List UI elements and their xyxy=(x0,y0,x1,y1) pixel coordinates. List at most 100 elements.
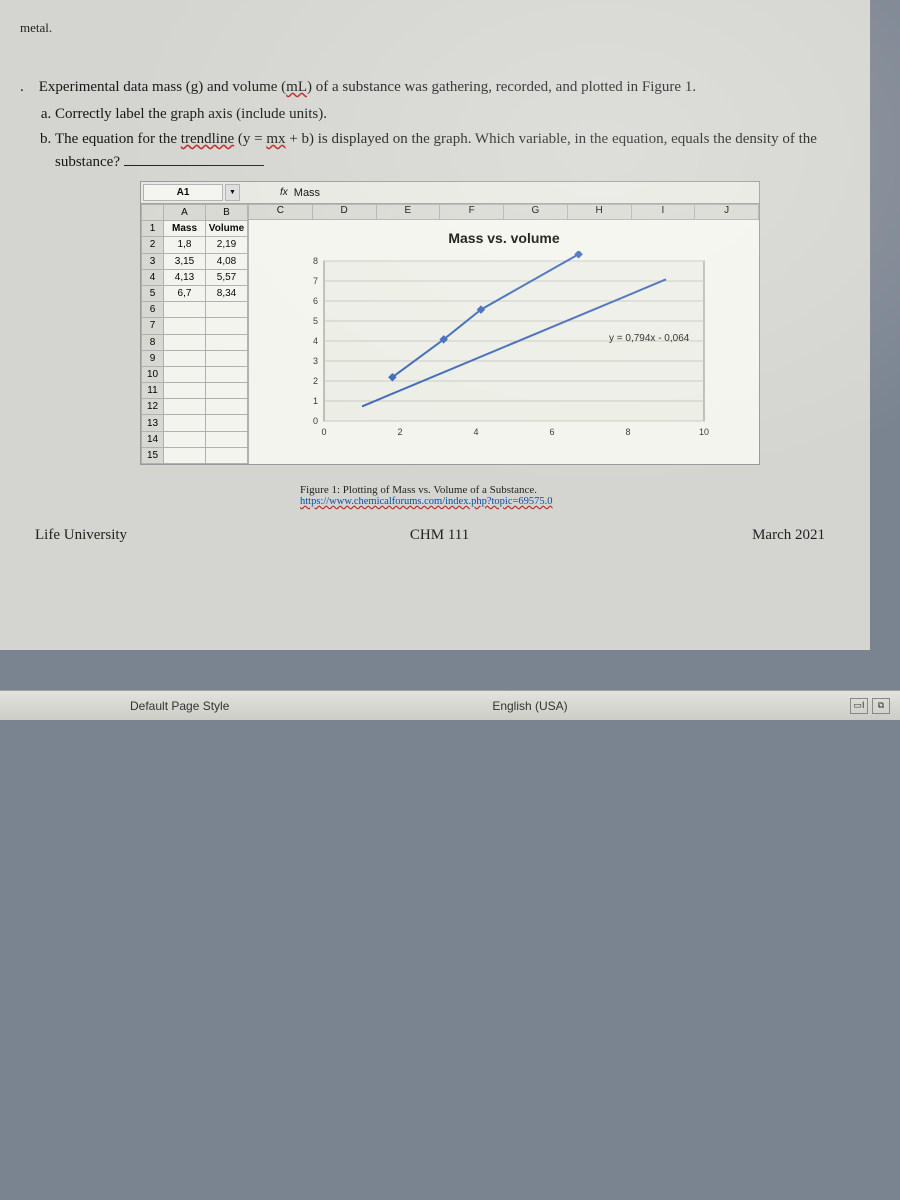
cell[interactable]: 4,13 xyxy=(164,269,206,285)
cell[interactable] xyxy=(206,399,248,415)
status-language[interactable]: English (USA) xyxy=(270,699,790,713)
question-prefix: . xyxy=(20,79,24,95)
spreadsheet-embed: A1 ▼ fx Mass A B 1 Mass Volume 2 xyxy=(140,181,760,465)
mx-token: mx xyxy=(266,131,285,147)
footer-left: Life University xyxy=(35,527,127,544)
col-header-a[interactable]: A xyxy=(164,205,206,221)
source-link[interactable]: https://www.chemicalforums.com/index.php… xyxy=(250,496,840,507)
cell[interactable]: Mass xyxy=(164,221,206,237)
cell[interactable]: 2,19 xyxy=(206,237,248,253)
svg-text:4: 4 xyxy=(313,336,318,346)
row-hdr[interactable]: 8 xyxy=(142,334,164,350)
svg-text:8: 8 xyxy=(625,427,630,437)
svg-text:0: 0 xyxy=(313,416,318,426)
col-header[interactable]: H xyxy=(568,204,632,220)
data-table[interactable]: A B 1 Mass Volume 2 1,8 2,19 3 3,15 4,08… xyxy=(141,204,248,464)
row-hdr[interactable]: 15 xyxy=(142,447,164,463)
row-hdr[interactable]: 9 xyxy=(142,350,164,366)
row-hdr[interactable]: 2 xyxy=(142,237,164,253)
ml-token: mL xyxy=(286,79,307,95)
svg-text:2: 2 xyxy=(397,427,402,437)
col-header[interactable]: G xyxy=(504,204,568,220)
row-hdr[interactable]: 1 xyxy=(142,221,164,237)
chart-title: Mass vs. volume xyxy=(249,230,759,246)
cell[interactable] xyxy=(206,431,248,447)
cell-reference-box[interactable]: A1 xyxy=(143,184,223,201)
sub-item-b: The equation for the trendline (y = mx +… xyxy=(55,128,840,173)
col-header[interactable]: C xyxy=(249,204,313,220)
cell[interactable] xyxy=(164,318,206,334)
row-hdr[interactable]: 7 xyxy=(142,318,164,334)
row-hdr[interactable]: 5 xyxy=(142,285,164,301)
cell[interactable] xyxy=(164,447,206,463)
row-hdr[interactable]: 6 xyxy=(142,302,164,318)
question-text-1: Experimental data mass (g) and volume ( xyxy=(39,79,286,95)
col-header-b[interactable]: B xyxy=(206,205,248,221)
answer-blank xyxy=(124,156,264,166)
svg-text:8: 8 xyxy=(313,256,318,266)
cell[interactable] xyxy=(164,383,206,399)
svg-text:2: 2 xyxy=(313,376,318,386)
cell[interactable] xyxy=(206,350,248,366)
footer-right: March 2021 xyxy=(752,527,825,544)
cell[interactable]: 6,7 xyxy=(164,285,206,301)
svg-text:0: 0 xyxy=(321,427,326,437)
figure-caption: Figure 1: Plotting of Mass vs. Volume of… xyxy=(250,480,840,496)
cell[interactable] xyxy=(206,447,248,463)
view-mode-icon[interactable]: ▭Ⅰ xyxy=(850,698,868,714)
book-view-icon[interactable]: ⧉ xyxy=(872,698,890,714)
cell[interactable]: 5,57 xyxy=(206,269,248,285)
status-page-style[interactable]: Default Page Style xyxy=(10,699,270,713)
row-hdr[interactable]: 11 xyxy=(142,383,164,399)
footer-center: CHM 111 xyxy=(410,527,469,544)
cell[interactable] xyxy=(206,415,248,431)
corner-cell[interactable] xyxy=(142,205,164,221)
col-header[interactable]: E xyxy=(377,204,441,220)
cell[interactable]: 1,8 xyxy=(164,237,206,253)
row-hdr[interactable]: 3 xyxy=(142,253,164,269)
row-hdr[interactable]: 14 xyxy=(142,431,164,447)
svg-text:7: 7 xyxy=(313,276,318,286)
cell[interactable] xyxy=(206,383,248,399)
cell[interactable]: 3,15 xyxy=(164,253,206,269)
cell[interactable]: 4,08 xyxy=(206,253,248,269)
svg-text:y = 0,794x - 0,064: y = 0,794x - 0,064 xyxy=(609,333,690,344)
cell[interactable] xyxy=(164,302,206,318)
row-hdr[interactable]: 12 xyxy=(142,399,164,415)
svg-text:10: 10 xyxy=(699,427,709,437)
cell[interactable] xyxy=(164,431,206,447)
cell[interactable] xyxy=(206,302,248,318)
cell-ref-dropdown[interactable]: ▼ xyxy=(225,184,240,201)
formula-bar-text[interactable]: Mass xyxy=(294,187,320,199)
cell[interactable] xyxy=(206,334,248,350)
col-header[interactable]: J xyxy=(695,204,759,220)
col-header[interactable]: I xyxy=(632,204,696,220)
row-hdr[interactable]: 10 xyxy=(142,366,164,382)
row-hdr[interactable]: 13 xyxy=(142,415,164,431)
cell[interactable] xyxy=(164,350,206,366)
col-header[interactable]: D xyxy=(313,204,377,220)
fx-icon[interactable]: fx xyxy=(280,187,288,198)
cell[interactable]: 8,34 xyxy=(206,285,248,301)
header-fragment: metal. xyxy=(20,20,840,36)
page-footer: Life University CHM 111 March 2021 xyxy=(20,527,840,544)
svg-text:4: 4 xyxy=(473,427,478,437)
b-text-1: The equation for the xyxy=(55,131,181,147)
sub-item-a: Correctly label the graph axis (include … xyxy=(55,103,840,126)
question-block: . Experimental data mass (g) and volume … xyxy=(20,76,840,173)
cell[interactable] xyxy=(206,366,248,382)
cell[interactable] xyxy=(164,399,206,415)
cell[interactable]: Volume xyxy=(206,221,248,237)
svg-text:6: 6 xyxy=(549,427,554,437)
cell[interactable] xyxy=(164,415,206,431)
statusbar: Default Page Style English (USA) ▭Ⅰ ⧉ xyxy=(0,690,900,720)
svg-text:5: 5 xyxy=(313,316,318,326)
question-text-2: ) of a substance was gathering, recorded… xyxy=(307,79,696,95)
trendline-token: trendline xyxy=(181,131,234,147)
col-header[interactable]: F xyxy=(440,204,504,220)
row-hdr[interactable]: 4 xyxy=(142,269,164,285)
cell[interactable] xyxy=(164,334,206,350)
b-text-2: (y = xyxy=(234,131,266,147)
cell[interactable] xyxy=(164,366,206,382)
cell[interactable] xyxy=(206,318,248,334)
